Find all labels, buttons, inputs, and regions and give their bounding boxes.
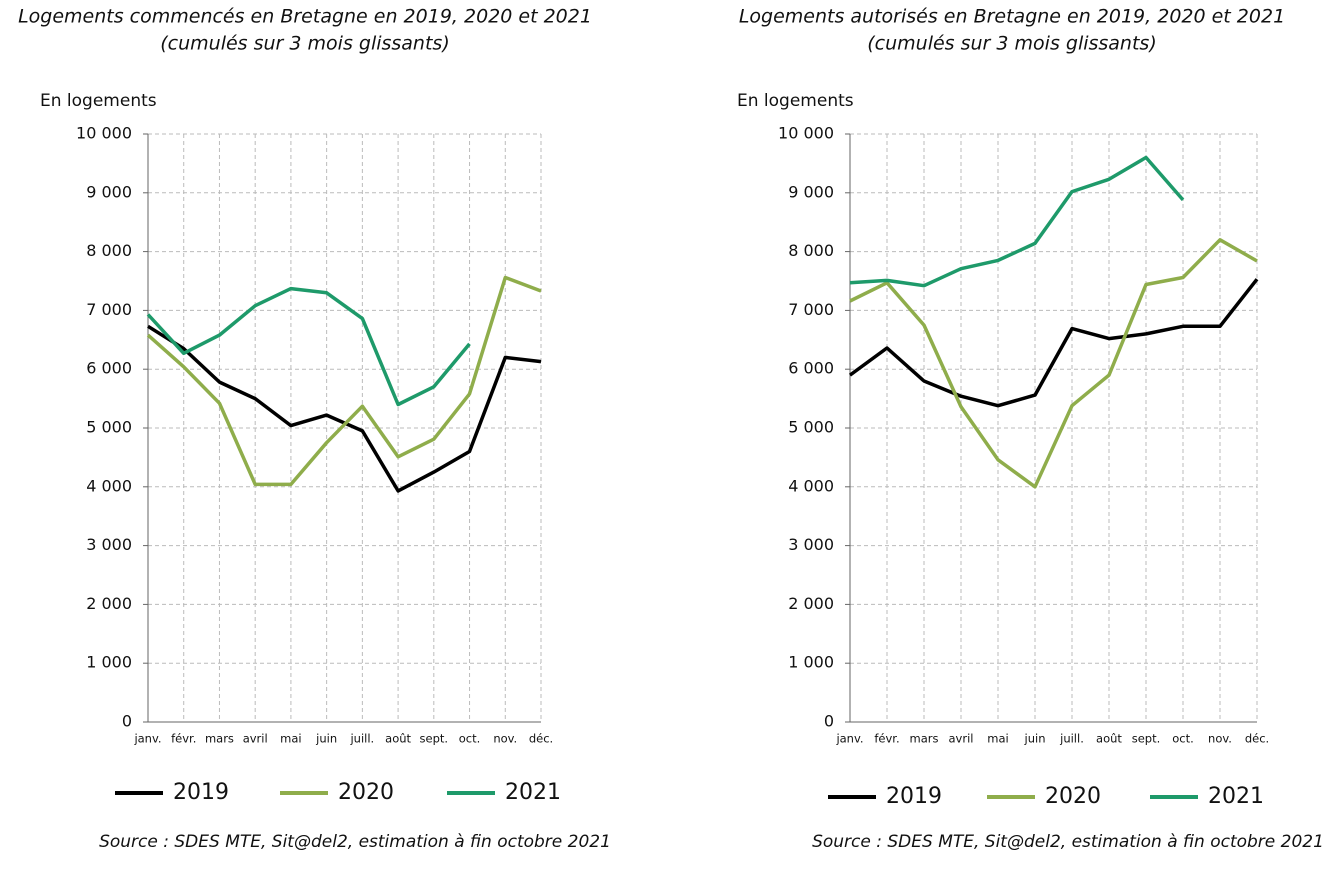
y-tick-label: 2 000 — [86, 594, 132, 613]
series-line — [849, 238, 1258, 489]
x-tick-label: nov. — [493, 732, 517, 746]
y-tick-label: 5 000 — [788, 418, 834, 437]
x-tick-label: févr. — [171, 732, 196, 746]
series-line — [849, 155, 1185, 288]
chart-title: Logements autorisés en Bretagne en 2019,… — [739, 6, 1285, 28]
chart-title: Logements commencés en Bretagne en 2019,… — [18, 6, 592, 28]
legend-label: 2020 — [338, 780, 394, 805]
y-tick-label: 3 000 — [86, 535, 132, 554]
y-tick-label: 10 000 — [76, 124, 132, 143]
legend-label: 2021 — [1208, 784, 1264, 809]
x-tick-label: juin — [315, 732, 337, 746]
y-tick-label: 1 000 — [788, 653, 834, 672]
x-tick-label: mars — [910, 732, 939, 746]
x-tick-label: avril — [949, 732, 974, 746]
x-tick-label: mars — [205, 732, 234, 746]
chart-subtitle: (cumulés sur 3 mois glissants) — [160, 33, 450, 55]
chart-subtitle: (cumulés sur 3 mois glissants) — [867, 33, 1157, 55]
x-tick-label: janv. — [835, 732, 863, 746]
x-tick-label: déc. — [1245, 732, 1269, 746]
x-tick-label: oct. — [1172, 732, 1194, 746]
series-line — [146, 286, 471, 407]
source-note: Source : SDES MTE, Sit@del2, estimation … — [99, 832, 611, 852]
x-tick-label: août — [1096, 732, 1122, 746]
source-note: Source : SDES MTE, Sit@del2, estimation … — [812, 832, 1324, 852]
x-tick-label: août — [385, 732, 411, 746]
x-tick-label: sept. — [1132, 732, 1161, 746]
y-tick-label: 5 000 — [86, 418, 132, 437]
y-tick-label: 2 000 — [788, 594, 834, 613]
y-tick-label: 0 — [122, 712, 132, 731]
y-tick-label: 4 000 — [86, 476, 132, 495]
y-tick-label: 0 — [824, 712, 834, 731]
x-tick-label: févr. — [874, 732, 899, 746]
y-tick-label: 6 000 — [788, 359, 834, 378]
x-tick-label: juin — [1024, 732, 1046, 746]
legend-label: 2019 — [886, 784, 942, 809]
y-tick-label: 6 000 — [86, 359, 132, 378]
x-tick-label: juill. — [1059, 732, 1084, 746]
series-line — [848, 278, 1259, 408]
series-line — [146, 275, 542, 487]
y-tick-label: 7 000 — [86, 300, 132, 319]
x-tick-label: nov. — [1208, 732, 1232, 746]
y-tick-label: 8 000 — [788, 241, 834, 260]
x-tick-label: janv. — [133, 732, 161, 746]
y-tick-label: 1 000 — [86, 653, 132, 672]
legend-label: 2021 — [505, 780, 561, 805]
legend-label: 2020 — [1045, 784, 1101, 809]
x-tick-label: sept. — [420, 732, 449, 746]
y-axis-label: En logements — [737, 91, 854, 111]
y-tick-label: 9 000 — [788, 182, 834, 201]
x-tick-label: mai — [987, 732, 1008, 746]
x-tick-label: avril — [243, 732, 268, 746]
y-tick-label: 4 000 — [788, 476, 834, 495]
y-tick-label: 10 000 — [778, 124, 834, 143]
y-tick-label: 9 000 — [86, 182, 132, 201]
legend-label: 2019 — [173, 780, 229, 805]
y-axis-label: En logements — [40, 91, 157, 111]
x-tick-label: mai — [280, 732, 301, 746]
y-tick-label: 7 000 — [788, 300, 834, 319]
x-tick-label: juill. — [349, 732, 374, 746]
x-tick-label: déc. — [529, 732, 553, 746]
y-tick-label: 3 000 — [788, 535, 834, 554]
y-tick-label: 8 000 — [86, 241, 132, 260]
x-tick-label: oct. — [459, 732, 481, 746]
